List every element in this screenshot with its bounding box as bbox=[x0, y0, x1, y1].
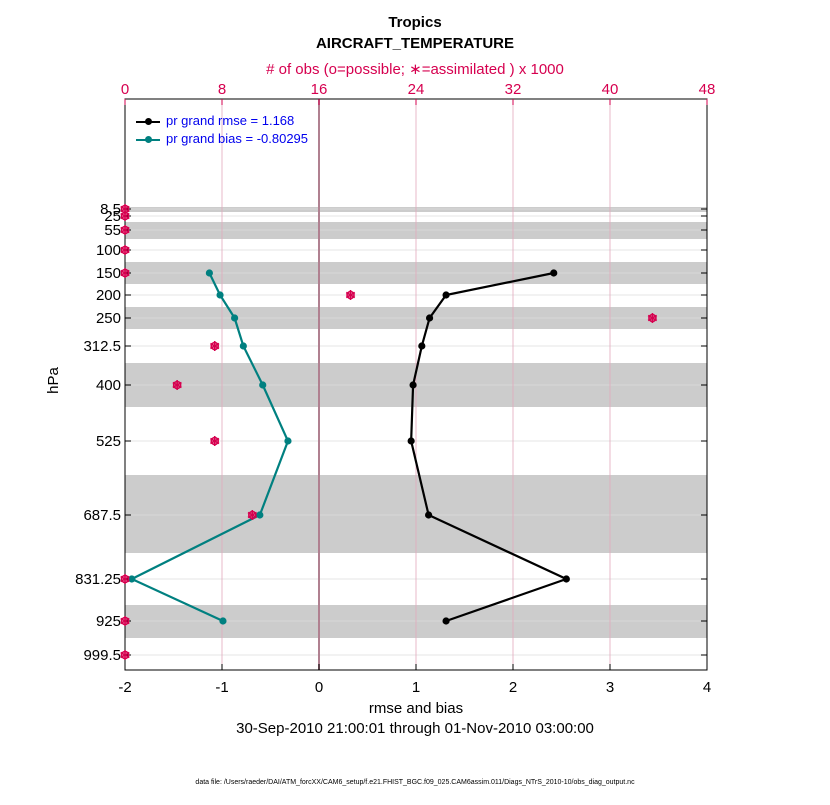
rmse-data-point bbox=[562, 575, 570, 583]
top-axis-label: # of obs (o=possible; ∗=assimilated ) x … bbox=[266, 61, 564, 78]
obs-assimilated-marker bbox=[120, 211, 130, 221]
y-tick-label: 250 bbox=[96, 310, 121, 327]
y-tick-label: 25 bbox=[104, 208, 121, 225]
x-tick-label: 1 bbox=[412, 679, 420, 696]
top-tick-label: 24 bbox=[408, 81, 425, 98]
top-tick-label: 16 bbox=[311, 81, 328, 98]
x-tick-label: -1 bbox=[215, 679, 228, 696]
obs-assimilated-marker bbox=[647, 313, 658, 323]
date-range-label: 30-Sep-2010 21:00:01 through 01-Nov-2010… bbox=[236, 720, 594, 737]
x-tick-label: 4 bbox=[703, 679, 711, 696]
x-tick-label: 0 bbox=[315, 679, 323, 696]
y-tick-label: 999.5 bbox=[83, 647, 121, 664]
rmse-data-point bbox=[425, 511, 433, 519]
y-tick-label: 831.25 bbox=[75, 571, 121, 588]
y-tick-label: 8.5 bbox=[100, 201, 121, 218]
x-tick-label: -2 bbox=[118, 679, 131, 696]
top-tick-label: 48 bbox=[699, 81, 716, 98]
bias-data-point bbox=[256, 511, 264, 519]
x-axis-label: rmse and bias bbox=[368, 700, 464, 717]
obs-assimilated-marker bbox=[247, 510, 258, 520]
y-tick-label: 525 bbox=[96, 433, 121, 450]
bias-data-point bbox=[284, 437, 292, 445]
obs-assimilated-marker bbox=[120, 268, 130, 278]
top-tick-label: 32 bbox=[505, 81, 522, 98]
obs-assimilated-marker bbox=[210, 341, 220, 351]
bias-data-point bbox=[205, 269, 213, 277]
y-tick-label: 55 bbox=[104, 222, 121, 239]
obs-assimilated-marker bbox=[210, 436, 220, 446]
obs-assimilated-marker bbox=[120, 225, 130, 235]
top-tick-label: 8 bbox=[218, 81, 226, 98]
bias-data-point bbox=[219, 617, 227, 625]
obs-assimilated-marker bbox=[120, 650, 130, 660]
data-file-note: data file: /Users/raeder/DAI/ATM_forcXX/… bbox=[195, 779, 635, 786]
y-tick-label: 312.5 bbox=[83, 338, 121, 355]
rmse-data-point bbox=[550, 269, 558, 277]
rmse-data-point bbox=[442, 617, 450, 625]
obs-assimilated-marker bbox=[120, 616, 130, 626]
obs-assimilated-marker bbox=[120, 574, 130, 584]
chart-title: Tropics bbox=[388, 14, 442, 31]
obs-assimilated-marker bbox=[172, 380, 182, 390]
obs-assimilated-marker bbox=[120, 245, 130, 255]
top-tick-label: 0 bbox=[121, 81, 129, 98]
top-tick-label: 40 bbox=[602, 81, 619, 98]
y-tick-label: 100 bbox=[96, 242, 121, 259]
x-tick-label: 3 bbox=[606, 679, 614, 696]
bias-data-point bbox=[128, 575, 136, 583]
rmse-data-point bbox=[425, 314, 434, 322]
legend-rmse-marker bbox=[145, 118, 152, 125]
bias-data-point bbox=[259, 381, 267, 389]
y-tick-label: 400 bbox=[96, 377, 121, 394]
y-axis-label: hPa bbox=[44, 367, 62, 394]
y-tick-label: 687.5 bbox=[83, 507, 121, 524]
bias-data-point bbox=[239, 342, 247, 350]
rmse-data-point bbox=[407, 437, 415, 445]
legend-bias-marker bbox=[145, 136, 152, 143]
y-tick-label: 200 bbox=[96, 287, 121, 304]
x-tick-label: 2 bbox=[509, 679, 517, 696]
y-tick-label: 925 bbox=[96, 613, 121, 630]
bias-data-point bbox=[216, 291, 224, 299]
rmse-data-point bbox=[442, 291, 450, 299]
legend-rmse-label: pr grand rmse = 1.168 bbox=[166, 113, 295, 128]
rmse-data-point bbox=[409, 381, 417, 389]
bias-data-point bbox=[231, 314, 239, 322]
legend-bias-label: pr grand bias = -0.80295 bbox=[166, 131, 309, 146]
obs-assimilated-marker bbox=[345, 290, 356, 300]
rmse-data-point bbox=[418, 342, 426, 350]
y-tick-label: 150 bbox=[96, 265, 121, 282]
chart-subtitle: AIRCRAFT_TEMPERATURE bbox=[315, 35, 515, 52]
